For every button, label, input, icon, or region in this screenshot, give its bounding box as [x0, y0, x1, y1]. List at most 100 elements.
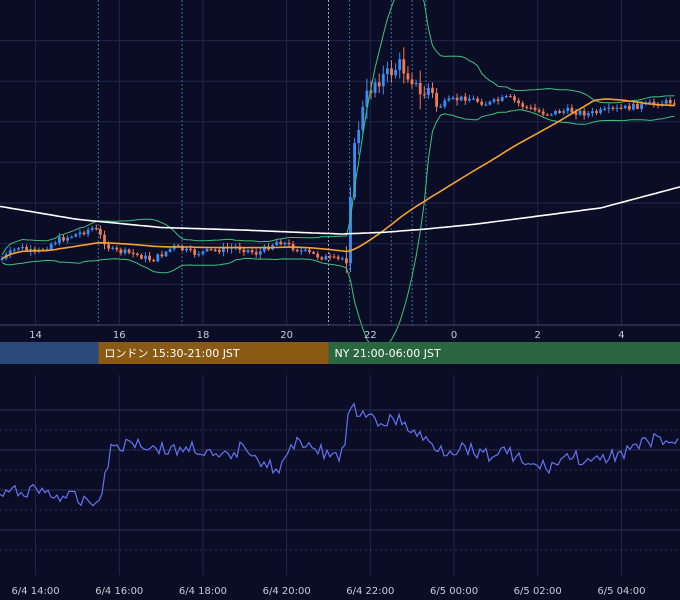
candle-body-4: [17, 248, 20, 250]
candle-body-116: [476, 98, 479, 102]
candle-body-148: [607, 107, 611, 109]
candle-body-27: [111, 247, 115, 249]
candle-body-129: [529, 107, 533, 109]
candle-body-117: [480, 101, 484, 105]
candle-body-89: [365, 90, 369, 107]
main-x-tick-4: 22: [364, 330, 377, 341]
candle-body-23: [94, 227, 98, 230]
candle-body-30: [123, 249, 127, 254]
sub-x-tick-2: 6/4 18:00: [179, 586, 227, 597]
candle-body-75: [308, 249, 311, 252]
candle-body-62: [254, 252, 258, 255]
candle-body-5: [21, 246, 24, 249]
candle-body-72: [295, 249, 299, 252]
candle-body-11: [45, 249, 49, 251]
candle-body-47: [193, 249, 197, 255]
candle-body-34: [140, 255, 143, 259]
candle-body-37: [152, 259, 156, 262]
candle-body-14: [58, 237, 61, 243]
candle-body-101: [414, 82, 418, 85]
candle-body-24: [99, 228, 102, 235]
candle-body-51: [209, 249, 213, 251]
sub-chart-x-tick-labels: 6/4 14:00 6/4 16:00 6/4 18:00 6/4 20:00 6/4 …: [12, 586, 646, 597]
main-x-tick-2: 18: [197, 330, 210, 341]
candle-body-13: [53, 242, 57, 245]
candle-body-44: [181, 246, 184, 251]
sub-x-tick-1: 6/4 16:00: [95, 586, 143, 597]
candle-body-152: [623, 105, 627, 108]
ma-long-line: [0, 186, 680, 235]
sub-x-tick-3: 6/4 20:00: [263, 586, 311, 597]
candle-body-28: [115, 247, 119, 250]
candle-body-39: [160, 254, 164, 257]
sub-chart: [0, 402, 679, 507]
candle-body-125: [513, 96, 516, 101]
candle-body-106: [435, 92, 438, 107]
candle-body-64: [263, 246, 266, 252]
main-x-tick-3: 20: [280, 330, 293, 341]
candle-body-80: [328, 256, 332, 258]
candle-body-93: [381, 74, 385, 87]
candle-body-3: [12, 249, 16, 251]
candle-body-139: [570, 107, 574, 113]
main-x-tick-7: 4: [618, 330, 624, 341]
candle-body-110: [451, 97, 455, 99]
candle-body-112: [459, 96, 463, 101]
candle-body-124: [509, 96, 512, 98]
candle-body-33: [135, 253, 139, 256]
candle-body-132: [541, 111, 545, 115]
candle-body-15: [62, 237, 65, 241]
candle-body-142: [582, 110, 586, 116]
session-label-1: ロンドン 15:30-21:00 JST: [104, 347, 240, 360]
candle-body-136: [558, 111, 561, 113]
candle-body-144: [591, 111, 594, 114]
candle-body-26: [107, 244, 110, 249]
candle-body-83: [340, 258, 344, 260]
candle-body-60: [246, 250, 250, 253]
candle-body-67: [275, 241, 279, 246]
candle-body-120: [492, 99, 496, 102]
candle-body-35: [144, 255, 147, 259]
candle-body-8: [33, 248, 37, 251]
candle-body-108: [443, 100, 447, 107]
candle-body-94: [386, 68, 389, 75]
candle-body-7: [29, 248, 33, 251]
sub-x-tick-0: 6/4 14:00: [12, 586, 60, 597]
candle-body-63: [258, 251, 262, 255]
candle-body-156: [640, 103, 643, 109]
candle-body-146: [599, 109, 602, 113]
candle-body-31: [127, 249, 131, 253]
candle-body-102: [418, 82, 422, 95]
candle-body-145: [595, 111, 598, 113]
candle-body-100: [410, 79, 414, 85]
main-x-tick-5: 0: [451, 330, 457, 341]
candle-body-135: [554, 111, 557, 115]
candle-body-158: [648, 101, 652, 103]
sub-series-line: [0, 402, 679, 507]
candle-body-123: [504, 96, 508, 98]
candle-body-150: [615, 107, 619, 109]
candle-body-2: [8, 250, 12, 255]
candle-body-159: [652, 101, 656, 105]
candle-body-61: [250, 250, 254, 253]
candle-body-78: [320, 257, 324, 260]
sub-x-tick-5: 6/5 00:00: [430, 586, 478, 597]
candle-body-90: [369, 90, 373, 93]
candle-body-18: [74, 234, 78, 237]
candle-body-59: [242, 249, 246, 253]
candle-body-153: [627, 105, 631, 110]
candle-body-22: [90, 227, 94, 230]
candle-body-92: [377, 82, 381, 87]
candle-body-48: [197, 254, 201, 256]
candle-body-29: [119, 249, 123, 254]
candle-body-46: [189, 248, 192, 250]
candle-body-115: [472, 98, 475, 100]
candle-body-131: [537, 110, 541, 112]
candle-body-85: [349, 197, 352, 264]
main-chart-grid: [0, 0, 680, 325]
candle-body-16: [66, 237, 69, 241]
candle-body-147: [603, 108, 607, 110]
candle-body-104: [427, 87, 430, 95]
bollinger-lower: [1, 109, 675, 350]
